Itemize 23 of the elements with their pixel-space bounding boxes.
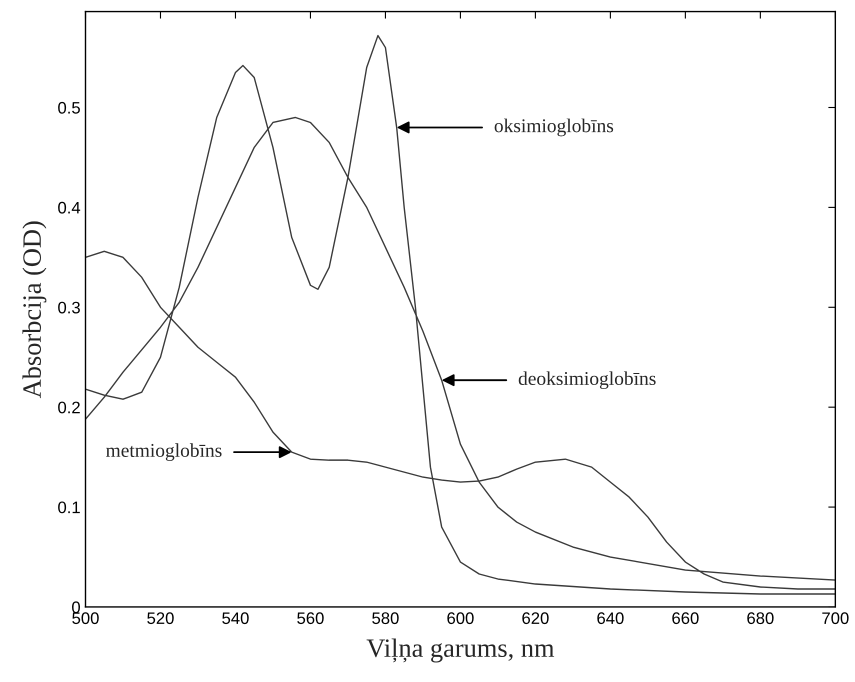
x-tick-label: 580 bbox=[372, 612, 399, 624]
y-tick-label: 0 bbox=[72, 601, 80, 614]
annotation: deoksimioglobīns bbox=[518, 371, 656, 390]
x-tick-label: 600 bbox=[447, 612, 474, 624]
line-series bbox=[86, 34, 836, 595]
x-tick-label: 700 bbox=[822, 612, 849, 624]
annotation: metmioglobīns bbox=[106, 443, 222, 461]
y-tick-label: 0.1 bbox=[58, 501, 80, 514]
x-tick-label: 520 bbox=[147, 612, 174, 624]
x-tick-label: 660 bbox=[672, 612, 699, 624]
x-tick-label: 500 bbox=[72, 612, 99, 624]
x-tick-label: 620 bbox=[522, 612, 549, 624]
x-tick-label: 680 bbox=[747, 612, 774, 624]
y-tick-label: 0.5 bbox=[58, 102, 80, 114]
annotation: oksimioglobīns bbox=[494, 118, 614, 136]
y-tick-label: 0.3 bbox=[58, 302, 80, 314]
x-tick-label: 560 bbox=[297, 612, 324, 624]
y-tick-label: 0.4 bbox=[58, 202, 80, 214]
x-axis-title: Viļņa garums, nm bbox=[366, 638, 554, 662]
x-tick-label: 640 bbox=[597, 612, 624, 624]
x-tick-label: 540 bbox=[222, 612, 249, 624]
y-tick-label: 0.2 bbox=[58, 402, 80, 414]
y-axis-title: Absorbcija (OD) bbox=[22, 221, 46, 398]
